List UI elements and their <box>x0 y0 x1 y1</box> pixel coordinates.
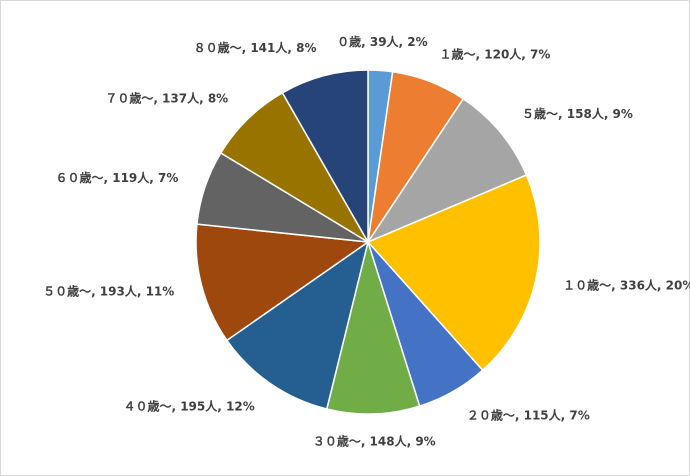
data-label: １歳～, 120人, 7% <box>440 47 551 62</box>
data-label: ４０歳～, 195人, 12% <box>123 398 254 413</box>
pie-slice <box>366 174 541 372</box>
pie-slice <box>325 239 421 415</box>
pie-slice <box>225 240 370 410</box>
pie-slice <box>281 69 369 245</box>
data-label: ２０歳～, 115人, 7% <box>467 407 590 422</box>
data-label: ０歳, 39人, 2% <box>337 34 428 49</box>
data-label: １０歳～, 336人, 20% <box>563 277 690 292</box>
data-label: ７０歳～, 137人, 8% <box>105 90 228 105</box>
data-label: ５０歳～, 193人, 11% <box>43 283 174 298</box>
data-label: ３０歳～, 148人, 9% <box>313 433 436 448</box>
pie-slice <box>195 223 371 342</box>
data-label: ６０歳～, 119人, 7% <box>56 170 179 185</box>
pie-slice <box>365 97 528 244</box>
data-label: ８０歳～, 141人, 8% <box>194 40 317 55</box>
data-label: ５歳～, 158人, 9% <box>522 106 633 121</box>
